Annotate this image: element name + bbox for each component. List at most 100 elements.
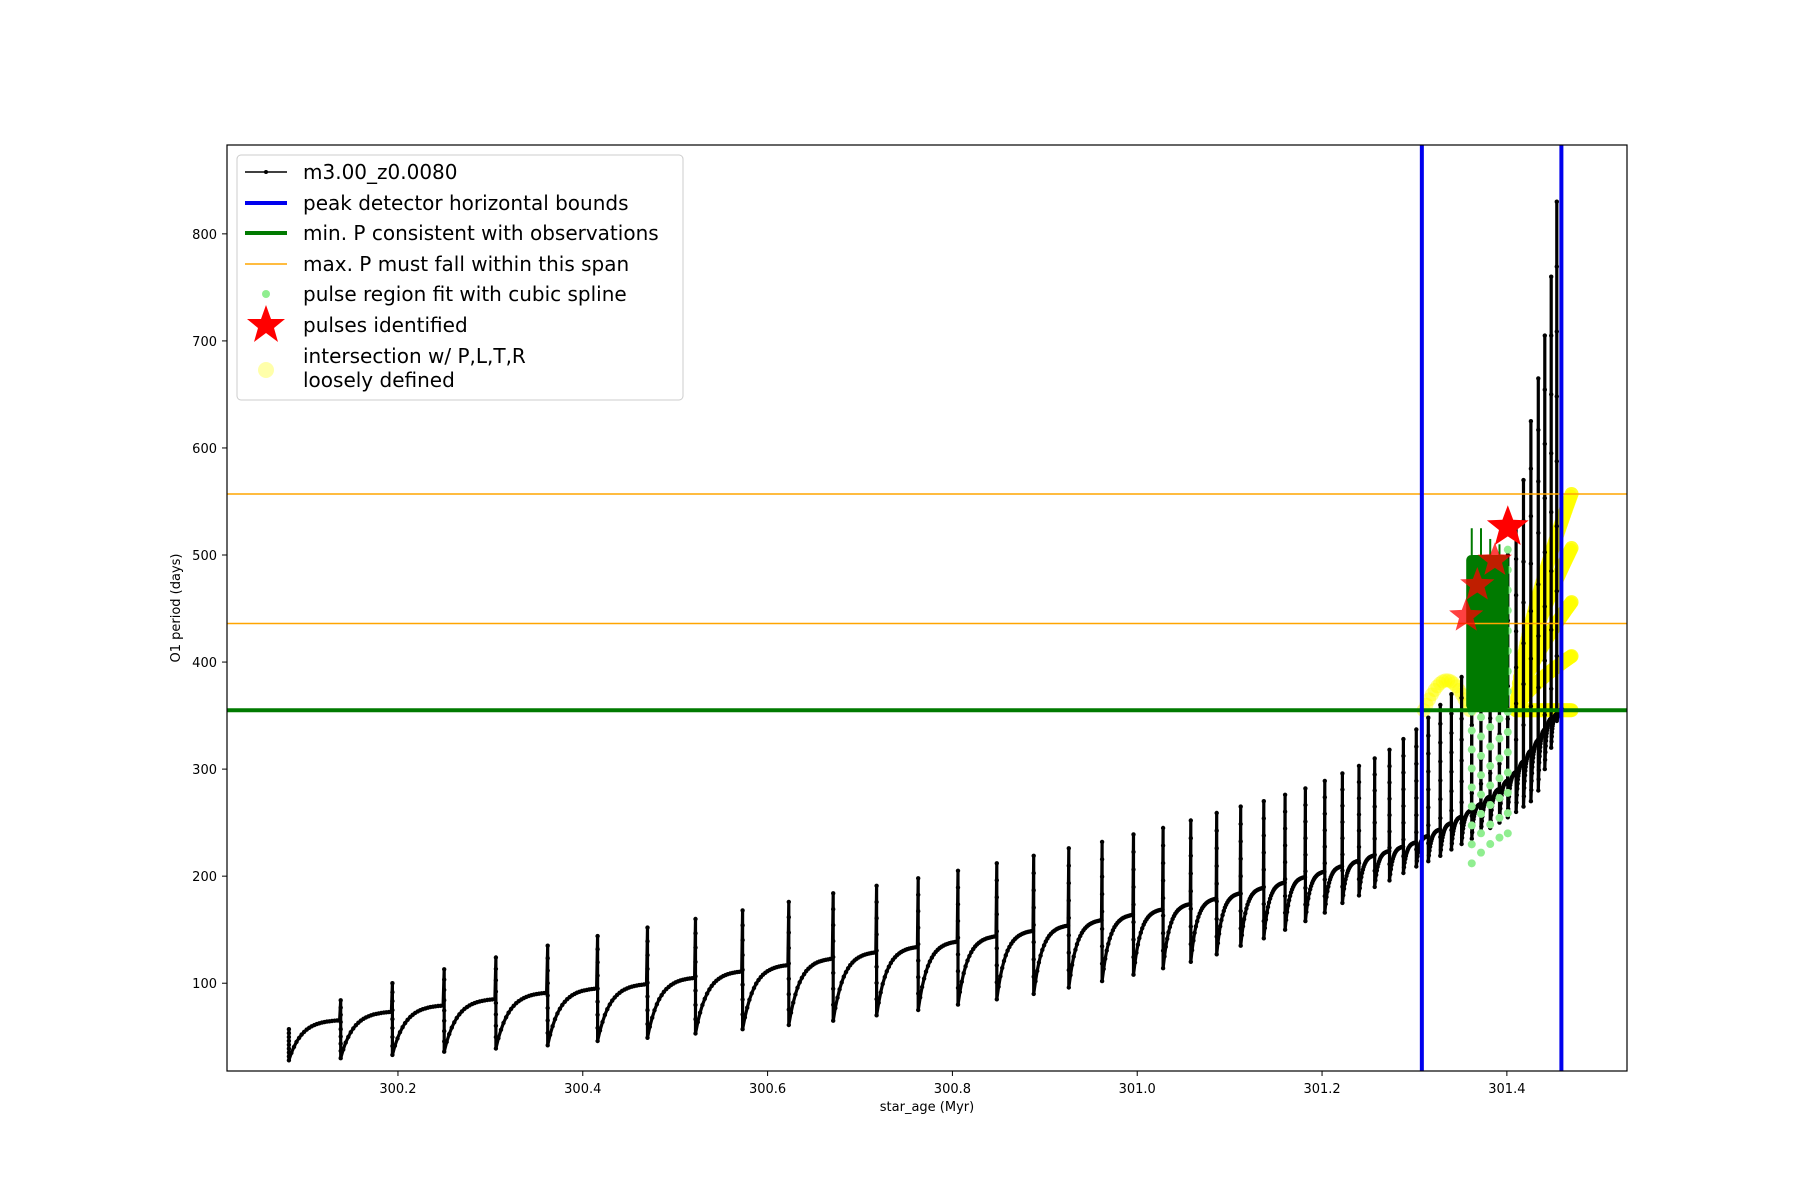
series-point — [1282, 893, 1288, 899]
series-point — [442, 977, 447, 982]
series-point — [1167, 924, 1173, 930]
series-point — [955, 885, 961, 890]
series-point — [786, 1007, 791, 1012]
series-point — [1522, 785, 1527, 791]
series-point — [493, 1000, 499, 1006]
series-point — [1528, 656, 1534, 661]
series-point — [833, 1005, 838, 1011]
series-point — [1322, 795, 1328, 800]
series-point — [1160, 966, 1166, 971]
spline-point — [1503, 728, 1512, 737]
series-point — [955, 1002, 961, 1007]
series-point — [390, 1034, 395, 1040]
series-point — [645, 952, 650, 958]
series-point — [1542, 712, 1548, 718]
series-point — [1528, 609, 1534, 614]
series-point — [957, 989, 963, 995]
series-point — [1529, 787, 1534, 793]
series-point — [400, 1025, 405, 1030]
series-point — [440, 1003, 446, 1008]
series-point — [545, 993, 550, 998]
series-point — [1303, 802, 1308, 808]
green-pulse-block — [1466, 555, 1509, 711]
series-point — [1554, 653, 1560, 659]
series-point — [1536, 427, 1541, 433]
series-point — [1426, 733, 1431, 738]
series-point — [1031, 939, 1036, 945]
series-point — [338, 1005, 343, 1010]
series-point — [493, 966, 499, 972]
series-point — [1528, 704, 1534, 709]
series-point — [1035, 968, 1040, 974]
series-point — [1036, 960, 1042, 965]
series-point — [645, 925, 650, 930]
series-point — [1357, 885, 1363, 891]
series-point — [447, 1031, 452, 1037]
series-point — [1219, 917, 1224, 923]
series-point — [1426, 853, 1432, 858]
series-point — [1387, 747, 1392, 752]
series-point — [831, 938, 836, 944]
series-point — [1459, 737, 1464, 742]
series-point — [1438, 721, 1443, 726]
y-tick-label: 500 — [192, 549, 217, 564]
series-point — [1528, 751, 1534, 756]
series-point — [1340, 884, 1345, 889]
legend-item-pulses: pulses identified — [247, 305, 468, 342]
spline-point — [1503, 768, 1512, 777]
series-point — [1239, 932, 1245, 938]
series-point — [886, 964, 892, 969]
series-point — [442, 1049, 447, 1054]
spline-point — [1467, 802, 1476, 811]
series-point — [1487, 794, 1493, 799]
series-point — [659, 993, 664, 998]
intersection-point — [1446, 676, 1461, 691]
series-point — [402, 1020, 408, 1026]
y-tick-label: 600 — [192, 442, 217, 457]
series-point — [1542, 550, 1548, 555]
series-point — [645, 980, 650, 985]
series-point — [1372, 884, 1377, 890]
series-point — [876, 1000, 881, 1005]
series-point — [994, 929, 999, 934]
series-point — [645, 1021, 650, 1027]
series-point — [693, 1031, 698, 1036]
series-point — [1074, 942, 1080, 947]
series-point — [348, 1030, 353, 1035]
series-point — [1132, 960, 1138, 965]
series-point — [1521, 559, 1526, 564]
series-point — [1388, 867, 1394, 872]
series-point — [955, 935, 961, 940]
series-point — [1549, 392, 1554, 397]
legend-label-pulses: pulses identified — [303, 313, 468, 337]
series-point — [1282, 843, 1288, 848]
series-point — [286, 1054, 292, 1059]
series-point — [338, 1012, 343, 1017]
series-point — [1554, 264, 1560, 269]
series-point — [1261, 799, 1267, 804]
series-point — [1438, 853, 1443, 858]
series-point — [1528, 799, 1534, 804]
series-point — [918, 995, 923, 1000]
series-point — [1340, 852, 1345, 857]
series-point — [797, 980, 802, 985]
series-point — [1536, 633, 1541, 639]
series-point — [1373, 878, 1378, 883]
series-point — [874, 980, 879, 986]
series-point — [1306, 896, 1311, 901]
series-point — [286, 1042, 292, 1048]
series-point — [1387, 812, 1392, 818]
series-point — [1066, 933, 1072, 938]
spline-point — [1495, 734, 1504, 743]
series-point — [916, 941, 921, 947]
series-point — [1160, 895, 1166, 901]
series-point — [1549, 745, 1554, 750]
series-point — [1449, 821, 1454, 826]
series-point — [1459, 841, 1464, 847]
series-point — [454, 1015, 459, 1021]
series-point — [745, 1005, 750, 1010]
series-point — [338, 1019, 343, 1025]
series-point — [1282, 826, 1288, 831]
series-point — [1000, 965, 1005, 971]
series-point — [786, 899, 791, 905]
